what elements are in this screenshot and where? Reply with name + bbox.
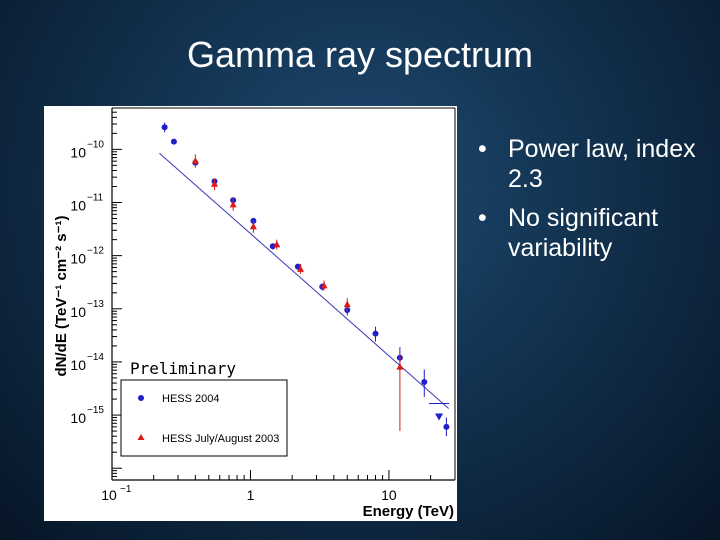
y-tick-label: 10 (70, 144, 86, 160)
data-point-hess-2003 (297, 265, 305, 272)
data-point-hess-2003 (396, 363, 404, 370)
y-axis-label: dN/dE (TeV⁻¹ cm⁻² s⁻¹) (53, 216, 70, 377)
slide-title: Gamma ray spectrum (186, 34, 534, 75)
data-point-hess-2004 (161, 124, 168, 131)
data-points (161, 122, 450, 437)
data-point-hess-2004 (170, 138, 177, 145)
data-point-hess-2003 (191, 157, 199, 164)
data-point-hess-2003 (320, 281, 328, 289)
data-point-hess-2004 (443, 423, 450, 430)
legend-marker-hess-2003 (137, 434, 145, 440)
x-tick-label: 10 (101, 487, 117, 503)
legend-label-hess-2004: HESS 2004 (162, 393, 219, 405)
bullet-item-power-law: • Power law, index 2.3 (478, 134, 708, 194)
legend-box (120, 379, 288, 457)
data-point-hess-2003 (343, 300, 351, 308)
axis-ticks (111, 107, 456, 481)
y-tick-label: 10 (70, 410, 86, 426)
bullet-text: No significant variability (508, 204, 659, 262)
bullet-marker: • (478, 135, 487, 163)
bullet-text: Power law, index 2.3 (508, 135, 696, 193)
x-axis-label: Energy (TeV) (363, 503, 454, 520)
y-tick-label: 10 (70, 251, 86, 267)
y-tick-exponent: −10 (87, 139, 104, 150)
data-point-hess-2003 (273, 240, 281, 248)
y-tick-exponent: −13 (87, 299, 104, 310)
data-point-hess-2003 (211, 180, 219, 187)
legend-label-hess-2003: HESS July/August 2003 (162, 433, 279, 445)
bullet-list: • Power law, index 2.3 • No significant … (478, 134, 708, 272)
preliminary-annotation: Preliminary (130, 359, 236, 378)
y-tick-exponent: −11 (87, 192, 104, 203)
y-tick-label: 10 (70, 357, 86, 373)
x-tick-labels: 10 −1 1 10 (101, 484, 397, 503)
upper-limit-marker-hess-2004 (435, 413, 444, 421)
spectrum-chart: 10 −10 10 −11 10 −12 10 −13 10 −14 10 −15 10 −1 1 10 d… (44, 106, 457, 521)
data-point-hess-2004 (269, 243, 276, 250)
data-point-hess-2003 (229, 200, 237, 208)
x-tick-exponent: −1 (120, 484, 132, 495)
data-point-hess-2004 (421, 378, 428, 385)
data-point-hess-2004 (372, 330, 379, 337)
legend-marker-hess-2004 (138, 395, 144, 401)
data-point-hess-2003 (249, 222, 257, 230)
bullet-item-variability: • No significant variability (478, 203, 708, 263)
y-tick-exponent: −15 (87, 405, 104, 416)
y-tick-exponent: −14 (87, 352, 104, 363)
bullet-marker: • (478, 204, 487, 232)
y-tick-label: 10 (70, 304, 86, 320)
y-tick-label: 10 (70, 197, 86, 213)
x-tick-label: 10 (381, 487, 397, 503)
chart-background (44, 106, 457, 521)
y-tick-exponent: −12 (87, 246, 104, 257)
x-tick-label: 1 (247, 487, 255, 503)
